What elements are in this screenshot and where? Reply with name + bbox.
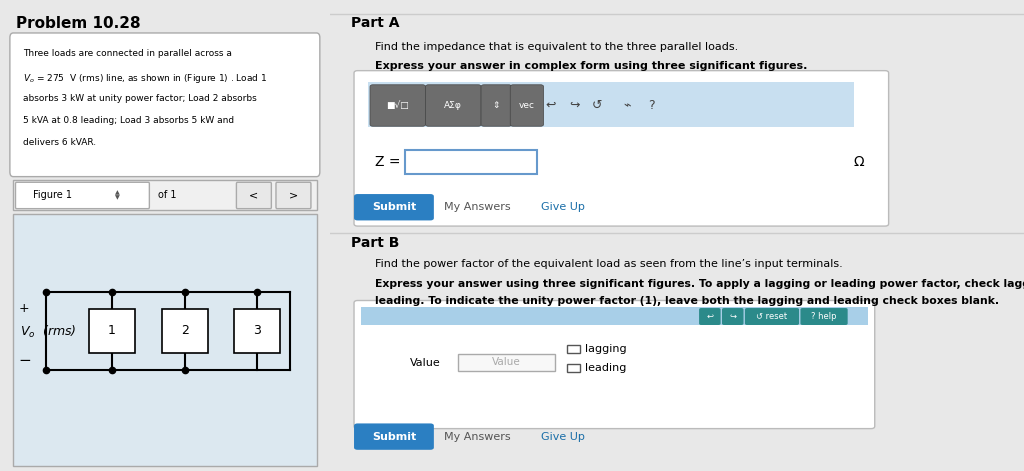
- Text: 5 kVA at 0.8 leading; Load 3 absorbs 5 kW and: 5 kVA at 0.8 leading; Load 3 absorbs 5 k…: [24, 116, 234, 125]
- Text: Find the power factor of the equivalent load as seen from the line’s input termi: Find the power factor of the equivalent …: [375, 259, 843, 269]
- FancyBboxPatch shape: [13, 214, 316, 466]
- Text: Submit: Submit: [372, 202, 416, 212]
- Text: ↺ reset: ↺ reset: [757, 312, 787, 321]
- Text: delivers 6 kVAR.: delivers 6 kVAR.: [24, 138, 96, 147]
- Text: 3: 3: [253, 325, 261, 337]
- FancyBboxPatch shape: [744, 308, 799, 325]
- Text: <: <: [249, 190, 258, 200]
- Text: My Answers: My Answers: [444, 431, 511, 442]
- FancyBboxPatch shape: [10, 33, 319, 177]
- Text: ↪: ↪: [729, 312, 736, 321]
- Text: 2: 2: [180, 325, 188, 337]
- Text: Part A: Part A: [350, 16, 399, 31]
- Text: leading: leading: [586, 363, 627, 373]
- FancyBboxPatch shape: [368, 82, 854, 127]
- Text: Give Up: Give Up: [542, 431, 586, 442]
- Text: lagging: lagging: [586, 344, 627, 354]
- Text: Express your answer using three significant figures. To apply a lagging or leadi: Express your answer using three signific…: [375, 279, 1024, 289]
- Text: Give Up: Give Up: [542, 202, 586, 212]
- Text: vec: vec: [519, 101, 535, 110]
- FancyBboxPatch shape: [481, 85, 512, 126]
- FancyBboxPatch shape: [237, 182, 271, 209]
- Text: ? help: ? help: [811, 312, 837, 321]
- FancyBboxPatch shape: [361, 307, 867, 325]
- FancyBboxPatch shape: [13, 180, 316, 210]
- Text: My Answers: My Answers: [444, 202, 511, 212]
- Text: −: −: [18, 353, 31, 368]
- FancyBboxPatch shape: [458, 354, 555, 371]
- FancyBboxPatch shape: [370, 85, 426, 126]
- FancyBboxPatch shape: [567, 345, 580, 353]
- Text: ⌁: ⌁: [624, 99, 631, 112]
- FancyBboxPatch shape: [354, 300, 874, 429]
- Text: of 1: of 1: [159, 190, 177, 200]
- Text: ↪: ↪: [569, 99, 580, 112]
- FancyBboxPatch shape: [510, 85, 544, 126]
- Text: 1: 1: [109, 325, 116, 337]
- Text: Value: Value: [493, 357, 521, 367]
- Text: Find the impedance that is equivalent to the three parallel loads.: Find the impedance that is equivalent to…: [375, 42, 738, 52]
- FancyBboxPatch shape: [801, 308, 848, 325]
- Text: Ω: Ω: [854, 154, 864, 169]
- Text: Three loads are connected in parallel across a: Three loads are connected in parallel ac…: [24, 49, 232, 58]
- FancyBboxPatch shape: [276, 182, 311, 209]
- Text: $V_o$ = 275  V (rms) line, as shown in (Figure 1) . Load 1: $V_o$ = 275 V (rms) line, as shown in (F…: [24, 72, 267, 85]
- Text: >: >: [289, 190, 298, 200]
- FancyBboxPatch shape: [354, 194, 434, 220]
- Text: Figure 1: Figure 1: [33, 190, 72, 200]
- FancyBboxPatch shape: [15, 182, 150, 209]
- Text: leading. To indicate the unity power factor (1), leave both the lagging and lead: leading. To indicate the unity power fac…: [375, 296, 999, 306]
- Text: Value: Value: [410, 357, 440, 368]
- Bar: [234, 309, 281, 353]
- Bar: [89, 309, 135, 353]
- Text: Z =: Z =: [375, 154, 400, 169]
- Text: ■√□: ■√□: [386, 101, 410, 110]
- FancyBboxPatch shape: [567, 364, 580, 372]
- Text: $V_o$  (rms): $V_o$ (rms): [20, 324, 77, 340]
- FancyBboxPatch shape: [722, 308, 743, 325]
- Text: absorbs 3 kW at unity power factor; Load 2 absorbs: absorbs 3 kW at unity power factor; Load…: [24, 94, 257, 103]
- Text: ▲
▼: ▲ ▼: [115, 190, 120, 200]
- Text: ⇕: ⇕: [493, 101, 500, 110]
- FancyBboxPatch shape: [699, 308, 721, 325]
- Text: Problem 10.28: Problem 10.28: [16, 16, 141, 32]
- Bar: [162, 309, 208, 353]
- Text: Express your answer in complex form using three significant figures.: Express your answer in complex form usin…: [375, 61, 807, 71]
- Text: ↩: ↩: [545, 99, 556, 112]
- Text: AΣφ: AΣφ: [444, 101, 462, 110]
- FancyBboxPatch shape: [404, 150, 537, 174]
- FancyBboxPatch shape: [354, 423, 434, 450]
- Text: ?: ?: [648, 99, 654, 112]
- Text: +: +: [18, 302, 29, 315]
- FancyBboxPatch shape: [354, 71, 889, 226]
- Text: Submit: Submit: [372, 431, 416, 442]
- Text: Part B: Part B: [350, 236, 399, 251]
- Text: ↩: ↩: [707, 312, 714, 321]
- FancyBboxPatch shape: [426, 85, 481, 126]
- Text: ↺: ↺: [592, 99, 602, 112]
